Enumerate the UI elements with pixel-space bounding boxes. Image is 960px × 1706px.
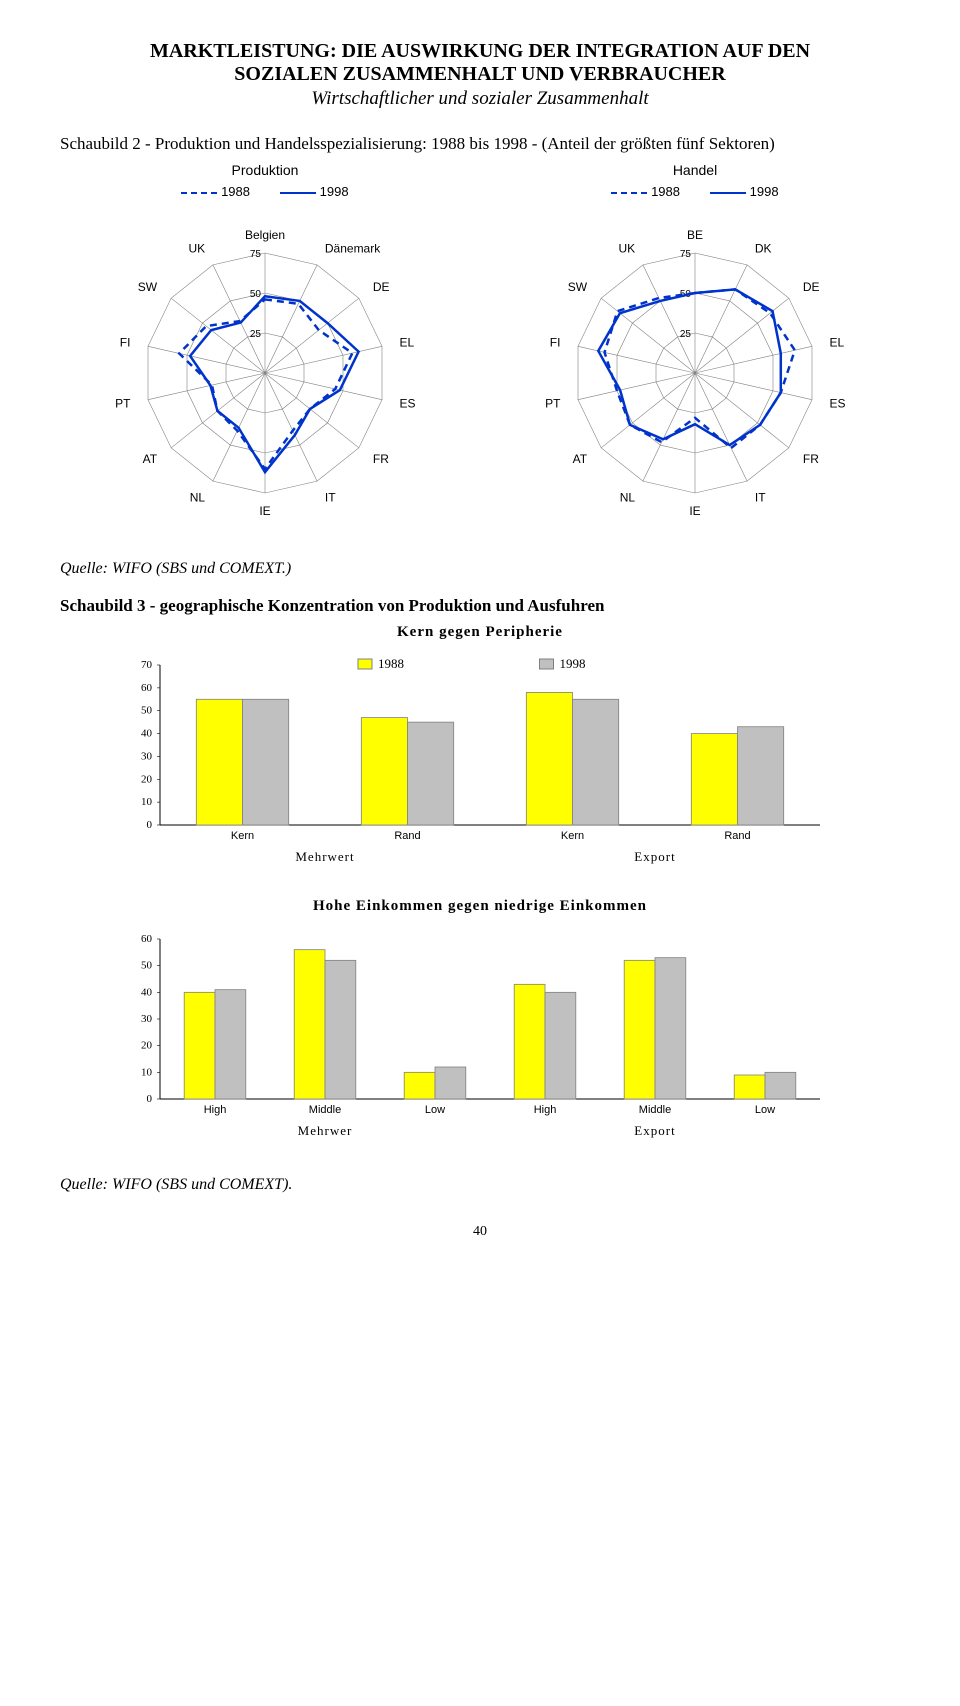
svg-text:IE: IE [689,504,700,518]
svg-text:1998: 1998 [560,656,586,671]
bar-chart2-title: Hohe Einkommen gegen niedrige Einkommen [60,898,900,915]
svg-text:Kern: Kern [231,830,254,842]
svg-text:DE: DE [373,280,390,294]
svg-text:30: 30 [141,1013,153,1025]
svg-text:Dänemark: Dänemark [325,242,381,256]
title-line1: MARKTLEISTUNG: DIE AUSWIRKUNG DER INTEGR… [150,40,810,62]
svg-text:AT: AT [143,452,158,466]
bar-chart2: 0 10 20 30 40 50 60 High Middle Low High Middle Low M… [60,919,900,1159]
radar-right-title: Handel [495,162,895,178]
source1: Quelle: WIFO (SBS und COMEXT.) [60,560,900,578]
svg-text:FR: FR [373,452,389,466]
svg-text:Low: Low [755,1104,775,1116]
svg-text:30: 30 [141,750,153,762]
svg-text:75: 75 [250,249,262,260]
svg-text:IT: IT [325,490,336,504]
legend-label-1998-r: 1998 [750,184,779,199]
source2: Quelle: WIFO (SBS und COMEXT). [60,1176,900,1194]
svg-text:FR: FR [803,452,819,466]
svg-text:1988: 1988 [378,656,404,671]
svg-text:FI: FI [120,335,131,349]
svg-text:20: 20 [141,773,153,785]
title-line2: SOZIALEN ZUSAMMENHALT UND VERBRAUCHER [234,63,725,85]
svg-text:Belgien: Belgien [245,228,285,242]
svg-text:High: High [534,1104,557,1116]
bar-chart1-title: Kern gegen Peripherie [60,624,900,641]
svg-text:UK: UK [618,242,635,256]
bar-chart2-section: Hohe Einkommen gegen niedrige Einkommen … [60,898,900,1164]
svg-text:FI: FI [550,335,561,349]
svg-text:25: 25 [680,329,692,340]
legend-line-1988 [181,192,217,194]
svg-text:High: High [204,1104,227,1116]
radar-left-legend: 1988 1998 [65,184,465,199]
svg-text:DK: DK [755,242,772,256]
radar-right-chart: BEDKDEELESFRITIENLATPTFISWUK255075 [495,203,895,543]
svg-text:IE: IE [259,504,270,518]
svg-text:NL: NL [190,490,206,504]
svg-text:AT: AT [573,452,588,466]
svg-text:UK: UK [188,242,205,256]
radar-left-chart: Belgien Dänemark DE EL ES FR IT IE NL AT PT FI SW UK 2… [65,203,465,543]
svg-text:EL: EL [400,335,415,349]
svg-text:40: 40 [141,728,153,740]
schaubild2-caption: Schaubild 2 - Produktion und Handelsspez… [60,134,900,154]
svg-text:Kern: Kern [561,830,584,842]
legend-label-1988: 1988 [221,184,250,199]
svg-text:PT: PT [545,397,561,411]
svg-text:10: 10 [141,1066,153,1078]
svg-text:Low: Low [425,1104,445,1116]
svg-text:Export: Export [634,1123,675,1138]
svg-text:0: 0 [147,819,153,831]
svg-text:BE: BE [687,228,703,242]
svg-text:Mehrwer: Mehrwer [298,1123,353,1138]
svg-text:60: 60 [141,682,153,694]
svg-text:SW: SW [568,280,588,294]
radar-right-col: Handel 1988 1998 BE DK DE EL ES FR IT IE NL AT PT F… [495,162,895,548]
page-number: 40 [60,1224,900,1240]
svg-text:50: 50 [141,960,153,972]
svg-text:Rand: Rand [394,830,420,842]
bar-chart1-section: Kern gegen Peripherie 0 10 20 30 40 50 60 70 Ker… [60,624,900,890]
svg-text:50: 50 [141,705,153,717]
svg-text:Export: Export [634,849,675,864]
source2-text: Quelle: WIFO (SBS und COMEXT). [60,1176,292,1193]
svg-text:ES: ES [400,397,416,411]
legend-label-1988-r: 1988 [651,184,680,199]
svg-text:70: 70 [141,659,153,671]
legend-line-1998 [280,192,316,194]
radar-charts-row: Produktion 1988 1998 Belgien Dänemark DE EL… [60,162,900,548]
svg-text:75: 75 [680,249,692,260]
svg-text:10: 10 [141,796,153,808]
legend-label-1998: 1998 [320,184,349,199]
radar-left-col: Produktion 1988 1998 Belgien Dänemark DE EL… [65,162,465,548]
schaubild3-caption: Schaubild 3 - geographische Konzentratio… [60,596,900,616]
svg-text:0: 0 [147,1093,153,1105]
legend-line-1988-r [611,192,647,194]
source1-text: Quelle: WIFO (SBS und COMEXT.) [60,560,291,577]
bar-chart1: 0 10 20 30 40 50 60 70 Kern Rand Kern Rand Mehrwert E… [60,645,900,885]
svg-text:25: 25 [250,329,262,340]
svg-text:IT: IT [755,490,766,504]
svg-text:EL: EL [830,335,845,349]
svg-text:Rand: Rand [724,830,750,842]
page-subtitle: Wirtschaftlicher und sozialer Zusammenha… [60,88,900,110]
svg-text:SW: SW [138,280,158,294]
svg-text:DE: DE [803,280,820,294]
svg-text:PT: PT [115,397,131,411]
svg-text:ES: ES [830,397,846,411]
svg-text:Mehrwert: Mehrwert [295,849,354,864]
radar-right-legend: 1988 1998 [495,184,895,199]
svg-text:Middle: Middle [639,1104,671,1116]
svg-text:60: 60 [141,933,153,945]
svg-text:NL: NL [620,490,636,504]
svg-text:40: 40 [141,986,153,998]
legend-line-1998-r [710,192,746,194]
svg-text:50: 50 [250,289,262,300]
radar-left-title: Produktion [65,162,465,178]
page-title: MARKTLEISTUNG: DIE AUSWIRKUNG DER INTEGR… [60,40,900,86]
svg-text:20: 20 [141,1040,153,1052]
svg-text:Middle: Middle [309,1104,341,1116]
